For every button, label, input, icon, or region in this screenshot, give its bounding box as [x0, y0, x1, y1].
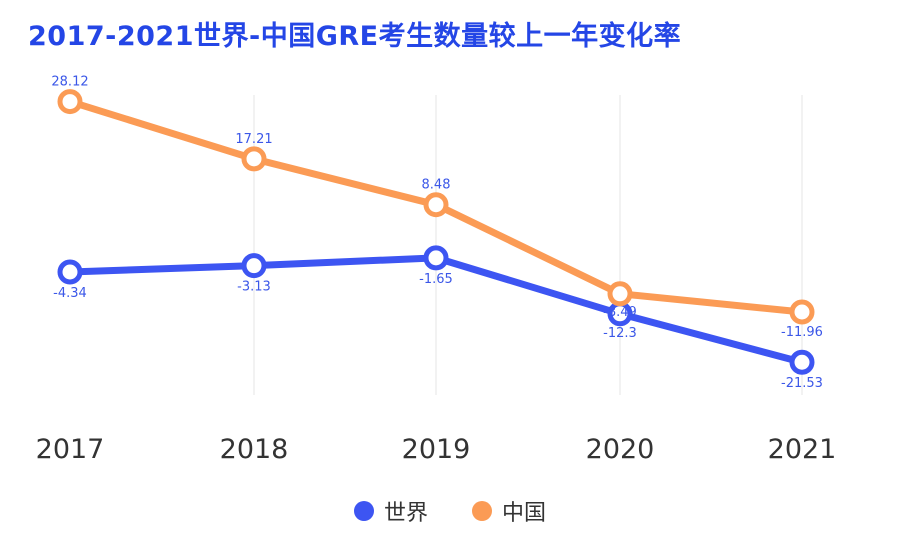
- point-china-2019: [423, 192, 449, 218]
- data-label-china-2017: 28.12: [51, 75, 88, 90]
- point-china-2021: [789, 299, 815, 325]
- legend-china-label: 中国: [502, 501, 547, 526]
- data-label-world-2019: -1.65: [419, 272, 453, 287]
- legend-china-marker: [472, 501, 492, 521]
- x-tick-2017: 2017: [36, 434, 105, 465]
- data-label-world-2018: -3.13: [237, 280, 271, 295]
- x-tick-2021: 2021: [768, 434, 837, 465]
- data-label-world-2017: -4.34: [53, 286, 87, 301]
- data-label-china-2020: -8.49: [603, 305, 637, 320]
- chart-title: 2017-2021世界-中国GRE考生数量较上一年变化率: [28, 21, 682, 52]
- point-world-2019: [423, 245, 449, 271]
- x-tick-2018: 2018: [220, 434, 289, 465]
- legend-world-marker: [353, 501, 374, 521]
- point-china-2020: [607, 281, 633, 307]
- point-world-2021: [789, 349, 815, 375]
- legend: 世界 中国: [0, 495, 900, 527]
- data-label-china-2019: 8.48: [422, 178, 451, 193]
- point-china-2017: [57, 89, 83, 115]
- point-china-2018: [241, 146, 267, 172]
- legend-item-world[interactable]: 世界: [353, 495, 428, 527]
- data-label-world-2021: -21.53: [781, 376, 823, 391]
- legend-item-china[interactable]: 中国: [472, 495, 546, 527]
- point-world-2018: [241, 253, 267, 279]
- x-tick-2020: 2020: [586, 434, 655, 465]
- x-tick-2019: 2019: [402, 434, 471, 465]
- point-world-2017: [57, 259, 83, 285]
- data-label-china-2018: 17.21: [235, 132, 272, 147]
- data-label-world-2020: -12.3: [603, 326, 637, 341]
- data-label-china-2021: -11.96: [781, 325, 823, 340]
- legend-world-label: 世界: [383, 501, 428, 526]
